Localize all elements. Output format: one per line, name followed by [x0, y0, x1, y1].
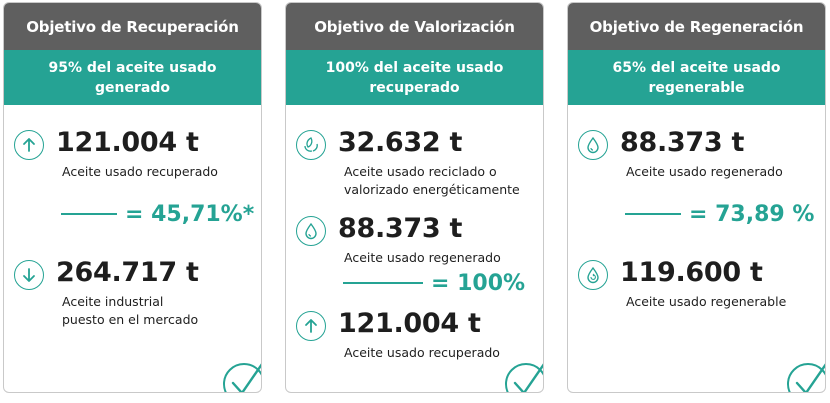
- card-title: Objetivo de Recuperación: [4, 3, 261, 50]
- card-title: Objetivo de Regeneración: [568, 3, 825, 50]
- card-valorizacion: Objetivo de Valorización 100% del aceite…: [285, 2, 544, 393]
- stat-label: Aceite usado recuperado: [62, 164, 218, 179]
- check-circle-icon: [223, 363, 261, 392]
- oil-drop-icon: [578, 130, 608, 160]
- card-regeneracion: Objetivo de Regeneración 65% del aceite …: [567, 2, 826, 393]
- result-equation: = 73,89 %: [625, 199, 814, 229]
- card-subtitle: 65% del aceite usado regenerable: [568, 50, 825, 105]
- result-percentage: = 100%: [431, 270, 526, 296]
- stat-value: 121.004 t: [338, 308, 481, 339]
- result-equation: = 100%: [343, 268, 525, 298]
- result-divider: [61, 213, 117, 215]
- stat-label: Aceite usado regenerable: [626, 294, 787, 309]
- stat-label: Aceite usado regenerado: [344, 250, 501, 265]
- result-divider: [625, 213, 681, 215]
- oil-drop-recycle-icon: [578, 260, 608, 290]
- card-recuperacion: Objetivo de Recuperación 95% del aceite …: [3, 2, 262, 393]
- stat-value: 88.373 t: [620, 127, 745, 158]
- arrow-up-icon: [296, 311, 326, 341]
- arrow-down-icon: [14, 260, 44, 290]
- check-circle-icon: [505, 363, 543, 392]
- card-subtitle: 95% del aceite usado generado: [4, 50, 261, 105]
- stat-value: 119.600 t: [620, 257, 763, 288]
- card-title: Objetivo de Valorización: [286, 3, 543, 50]
- stat-value: 88.373 t: [338, 213, 463, 244]
- arrow-up-icon: [14, 130, 44, 160]
- oil-drop-icon: [296, 216, 326, 246]
- result-equation: = 45,71%*: [61, 199, 254, 229]
- recycle-leaf-icon: [296, 130, 326, 160]
- stat-label: Aceite usado regenerado: [626, 164, 783, 179]
- stat-label: Aceite usado recuperado: [344, 345, 500, 360]
- check-circle-icon: [787, 363, 825, 392]
- stat-label: Aceite usado reciclado o valorizado ener…: [344, 164, 520, 197]
- stat-value: 121.004 t: [56, 127, 199, 158]
- stat-label: Aceite industrial puesto en el mercado: [62, 294, 199, 327]
- card-subtitle: 100% del aceite usado recuperado: [286, 50, 543, 105]
- stat-value: 32.632 t: [338, 127, 463, 158]
- result-percentage: = 45,71%*: [125, 201, 255, 227]
- stat-value: 264.717 t: [56, 257, 199, 288]
- result-percentage: = 73,89 %: [689, 201, 815, 227]
- result-divider: [343, 282, 423, 284]
